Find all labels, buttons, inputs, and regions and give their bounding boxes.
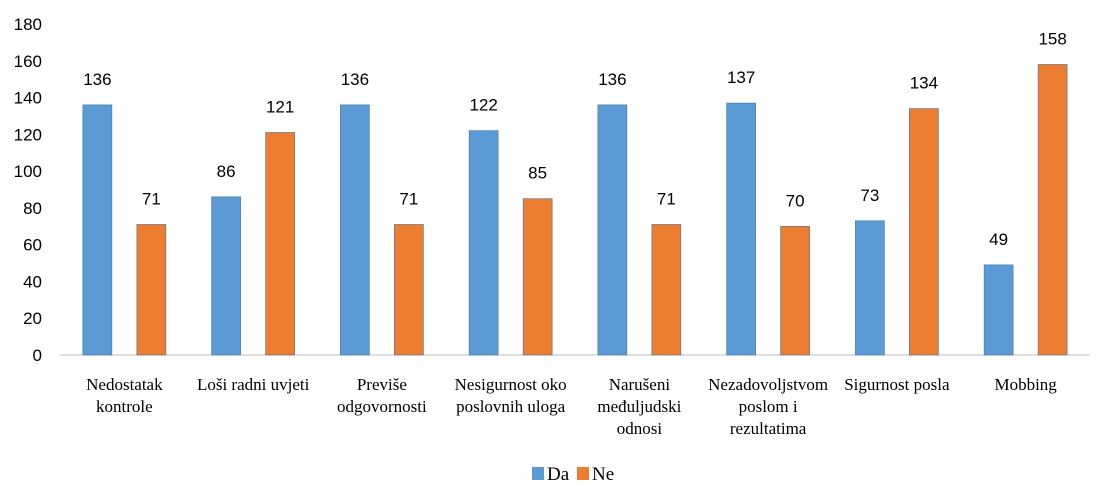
data-label-da-0: 136 [83,70,111,89]
y-tick-label: 20 [23,309,42,328]
category-label: Nedostatak [86,375,163,394]
data-label-ne-3: 85 [528,164,547,183]
data-label-da-1: 86 [217,162,236,181]
legend-label-ne: Ne [592,464,614,485]
data-label-ne-6: 134 [910,74,938,93]
data-label-da-7: 49 [989,230,1008,249]
category-label: Mobbing [994,375,1057,394]
bar-da-0 [82,104,113,356]
bar-ne-4 [651,224,682,356]
data-label-ne-5: 70 [786,191,805,210]
data-label-da-6: 73 [860,186,879,205]
y-tick-label: 180 [14,15,42,34]
data-label-ne-4: 71 [657,189,676,208]
category-label: Loši radni uvjeti [197,375,310,394]
data-label-da-4: 136 [598,70,626,89]
data-label-da-3: 122 [469,96,497,115]
category-label: odgovornosti [337,397,427,416]
y-tick-label: 160 [14,52,42,71]
y-tick-label: 0 [33,346,42,365]
category-label: kontrole [96,397,153,416]
bar-da-5 [726,102,756,356]
data-label-da-2: 136 [341,70,369,89]
category-label: Sigurnost posla [844,375,950,394]
legend-swatch-da [532,467,544,480]
category-label: Nesigurnost oko [455,375,567,394]
category-label: Previše [357,375,407,394]
data-label-da-5: 137 [727,68,755,87]
bar-da-7 [983,264,1014,356]
category-label: rezultatima [730,419,807,438]
category-label: poslovnih uloga [456,397,566,416]
category-label: Nezadovoljstvom [708,375,828,394]
bar-ne-3 [522,198,553,356]
bar-da-6 [855,220,885,356]
category-label: odnosi [617,419,663,438]
bar-ne-7 [1037,64,1068,356]
y-tick-label: 140 [14,89,42,108]
data-label-ne-7: 158 [1038,29,1066,48]
y-tick-label: 120 [14,125,42,144]
data-label-ne-0: 71 [142,189,161,208]
legend-label-da: Da [547,464,570,485]
bar-ne-1 [265,132,295,356]
y-tick-label: 100 [14,162,42,181]
y-tick-label: 60 [23,236,42,255]
data-label-ne-2: 71 [399,189,418,208]
bar-ne-5 [780,225,810,356]
bar-da-2 [340,104,370,356]
bar-da-1 [211,196,241,356]
bar-ne-0 [136,224,167,356]
bar-ne-6 [909,108,939,356]
data-label-ne-1: 121 [266,97,294,116]
category-label: Narušeni [609,375,671,394]
y-tick-label: 80 [23,199,42,218]
bar-ne-2 [394,224,424,356]
bar-da-4 [597,104,628,356]
legend-swatch-ne [577,467,589,480]
bar-da-3 [468,130,499,356]
category-label: međuljudski [597,397,681,416]
category-label: poslom i [739,397,798,416]
y-tick-label: 40 [23,272,42,291]
